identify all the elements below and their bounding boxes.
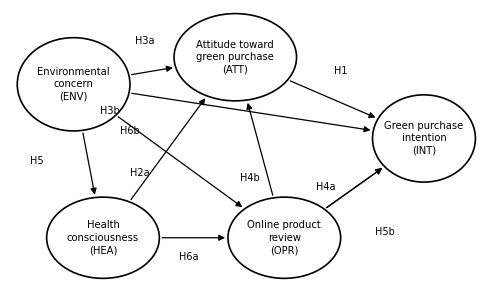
Text: Green purchase
intention
(INT): Green purchase intention (INT) [384, 121, 464, 156]
Text: H3b: H3b [100, 107, 120, 116]
Text: H6b: H6b [120, 126, 140, 136]
Ellipse shape [174, 14, 296, 101]
Text: H4b: H4b [240, 173, 260, 183]
Text: Health
consciousness
(HEA): Health consciousness (HEA) [67, 220, 139, 255]
Text: H2a: H2a [130, 168, 150, 178]
Text: H1: H1 [334, 66, 347, 76]
Ellipse shape [372, 95, 476, 182]
Text: H5: H5 [30, 156, 44, 166]
Text: H4a: H4a [316, 182, 336, 192]
Ellipse shape [228, 197, 340, 278]
Text: Attitude toward
green purchase
(ATT): Attitude toward green purchase (ATT) [196, 40, 274, 75]
Text: H6a: H6a [179, 252, 199, 262]
Ellipse shape [18, 38, 130, 131]
Text: Online product
review
(OPR): Online product review (OPR) [248, 220, 321, 255]
Text: Environmental
concern
(ENV): Environmental concern (ENV) [38, 67, 110, 102]
Ellipse shape [46, 197, 160, 278]
Text: H3a: H3a [135, 36, 154, 46]
Text: H5b: H5b [375, 227, 394, 237]
